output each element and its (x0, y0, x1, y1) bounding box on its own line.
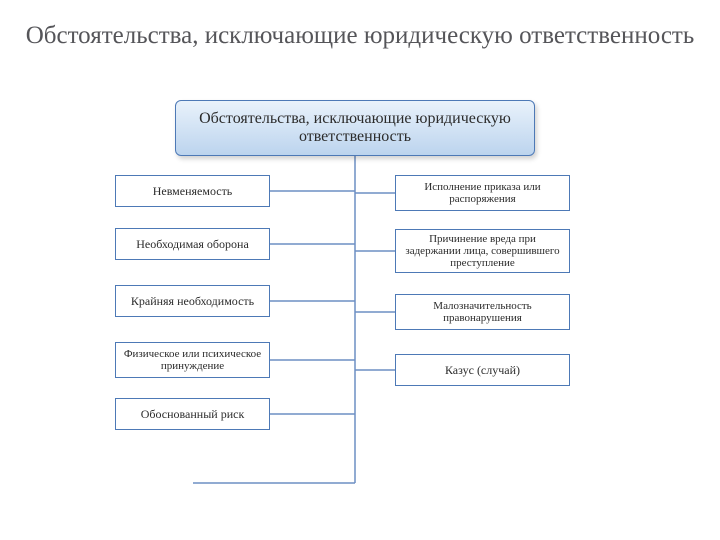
right-item-3: Казус (случай) (395, 354, 570, 386)
left-item-label: Крайняя необходимость (131, 294, 254, 309)
right-item-0: Исполнение приказа или распоряжения (395, 175, 570, 211)
connector-lines (0, 0, 720, 540)
left-item-label: Физическое или психическое принуждение (122, 348, 263, 372)
left-item-label: Необходимая оборона (136, 237, 249, 252)
right-item-label: Причинение вреда при задержании лица, со… (402, 233, 563, 269)
right-item-label: Казус (случай) (445, 363, 520, 378)
left-item-label: Обоснованный риск (141, 407, 245, 422)
left-item-4: Обоснованный риск (115, 398, 270, 430)
left-item-2: Крайняя необходимость (115, 285, 270, 317)
right-item-1: Причинение вреда при задержании лица, со… (395, 229, 570, 273)
left-item-1: Необходимая оборона (115, 228, 270, 260)
left-item-label: Невменяемость (153, 184, 233, 199)
right-item-2: Малозначительность правонарушения (395, 294, 570, 330)
diagram-stage: Обстоятельства, исключающие юридическую … (0, 0, 720, 540)
left-item-3: Физическое или психическое принуждение (115, 342, 270, 378)
left-item-0: Невменяемость (115, 175, 270, 207)
page-title: Обстоятельства, исключающие юридическую … (0, 20, 720, 51)
right-item-label: Малозначительность правонарушения (402, 300, 563, 324)
root-node-label: Обстоятельства, исключающие юридическую … (186, 110, 524, 146)
right-item-label: Исполнение приказа или распоряжения (402, 181, 563, 205)
root-node: Обстоятельства, исключающие юридическую … (175, 100, 535, 156)
